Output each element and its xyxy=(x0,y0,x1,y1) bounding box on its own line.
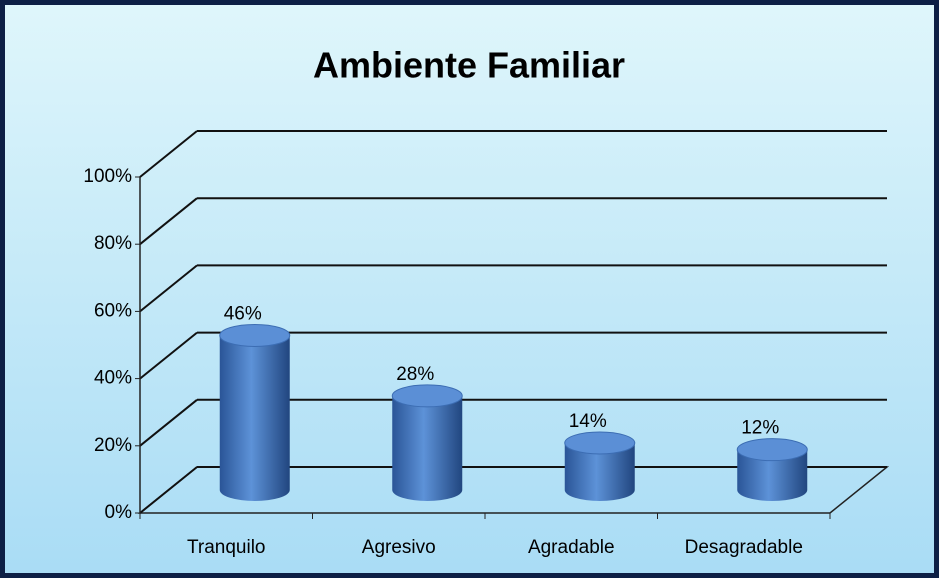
grid-line xyxy=(139,399,198,447)
grid-line xyxy=(139,130,198,178)
y-tick-label: 80% xyxy=(94,233,132,254)
y-tick-label: 60% xyxy=(94,300,132,321)
y-tick-label: 100% xyxy=(83,166,132,187)
y-tick-label: 0% xyxy=(105,502,133,523)
grid-line xyxy=(139,197,198,245)
grid-line xyxy=(139,466,198,514)
data-label: 28% xyxy=(396,364,434,385)
grid-line xyxy=(139,264,198,313)
y-tick-label: 40% xyxy=(94,368,132,389)
bar-top xyxy=(391,384,463,408)
data-label: 14% xyxy=(569,411,607,432)
x-tick-label: Agresivo xyxy=(362,537,436,558)
x-tick-label: Agradable xyxy=(528,537,615,558)
bar-top xyxy=(736,438,808,462)
grid-line xyxy=(139,331,198,380)
bar xyxy=(219,335,290,501)
data-label: 46% xyxy=(224,303,262,324)
chart-title: Ambiente Familiar xyxy=(313,45,625,86)
bar-top xyxy=(219,323,291,347)
bar xyxy=(737,449,808,501)
bar xyxy=(392,395,463,501)
bar xyxy=(564,442,635,501)
x-tick-label: Desagradable xyxy=(685,537,803,558)
bar-top xyxy=(564,431,636,455)
data-label: 12% xyxy=(741,418,779,439)
y-tick-label: 20% xyxy=(94,435,132,456)
x-tick-label: Tranquilo xyxy=(187,537,266,558)
